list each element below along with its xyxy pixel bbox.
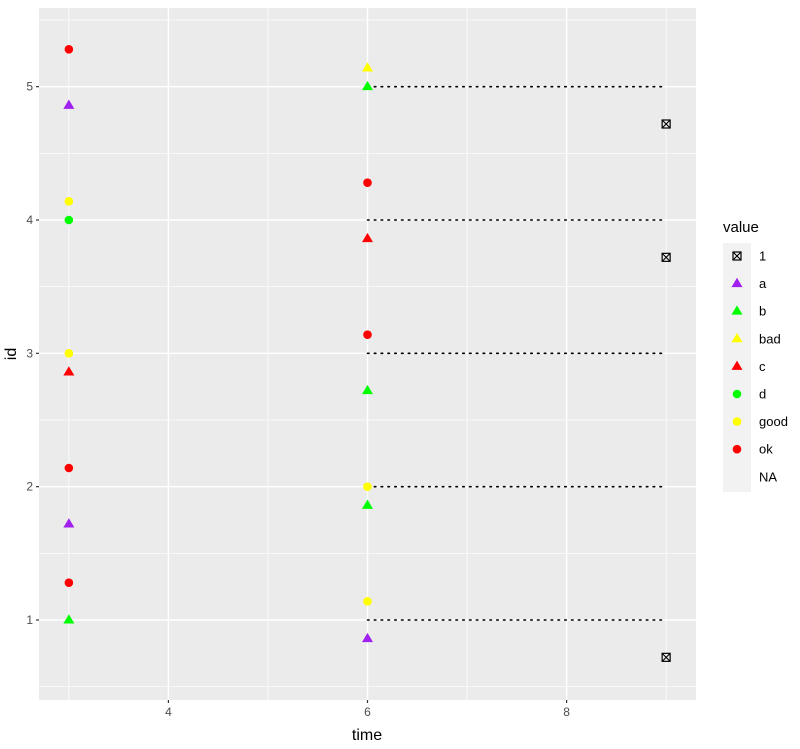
point-1 xyxy=(661,252,671,262)
point-good xyxy=(363,597,372,606)
point-good xyxy=(64,349,74,358)
point-1 xyxy=(661,652,671,662)
square xyxy=(661,252,671,262)
point-a xyxy=(361,632,374,643)
cross xyxy=(661,119,671,129)
legend-label: b xyxy=(759,304,766,319)
y-axis: 1 2 3 4 5 xyxy=(26,80,39,627)
x-axis-title: time xyxy=(352,727,382,744)
point-d xyxy=(64,215,74,225)
legend-label: 1 xyxy=(759,249,766,264)
point-bad xyxy=(361,62,374,72)
x-tick-label: 6 xyxy=(364,705,371,719)
point-ok xyxy=(363,330,372,339)
legend-key-b xyxy=(731,305,743,315)
point-ok xyxy=(64,463,74,473)
point-1 xyxy=(661,119,671,129)
x-axis: 4 6 8 xyxy=(165,700,570,719)
y-tick-label: 2 xyxy=(26,480,33,494)
legend-keys: 1 ab bad cd good ok NA xyxy=(731,249,788,484)
square xyxy=(732,251,742,261)
cross xyxy=(732,251,742,261)
cross xyxy=(661,652,671,662)
dotted-segments xyxy=(366,85,667,621)
legend-label: ok xyxy=(759,442,773,457)
legend-key-good xyxy=(732,417,742,426)
point-b xyxy=(361,499,374,509)
point-ok xyxy=(64,578,74,587)
legend-title: value xyxy=(723,219,759,236)
legend-key-1 xyxy=(732,251,742,261)
y-tick-label: 5 xyxy=(26,80,33,94)
point-b xyxy=(361,384,374,395)
legend-key-a xyxy=(731,277,743,288)
legend-label: NA xyxy=(759,469,777,484)
cross xyxy=(661,252,671,262)
legend: value 1 ab bad cd good ok NA xyxy=(723,219,788,492)
point-c xyxy=(63,366,75,376)
legend-key-d xyxy=(732,389,742,399)
y-axis-title: id xyxy=(3,348,20,360)
point-good xyxy=(363,482,372,491)
legend-key-c xyxy=(731,360,743,370)
point-a xyxy=(63,99,75,109)
legend-key-ok xyxy=(732,444,742,454)
point-good xyxy=(64,197,74,206)
point-a xyxy=(63,518,75,528)
point-ok xyxy=(64,45,74,54)
legend-key-bad xyxy=(731,333,743,343)
point-ok xyxy=(363,178,372,187)
y-tick-label: 1 xyxy=(26,613,33,627)
data-points xyxy=(63,45,671,662)
point-b xyxy=(63,614,75,624)
legend-label: good xyxy=(759,414,788,429)
y-tick-label: 3 xyxy=(26,346,33,360)
x-tick-label: 4 xyxy=(165,705,172,719)
square xyxy=(661,119,671,129)
legend-label: a xyxy=(759,276,767,291)
point-b xyxy=(361,80,374,91)
y-tick-label: 4 xyxy=(26,213,33,227)
legend-label: bad xyxy=(759,331,781,346)
legend-label: d xyxy=(759,387,766,402)
square xyxy=(661,652,671,662)
legend-label: c xyxy=(759,359,766,374)
point-c xyxy=(361,232,374,243)
x-tick-label: 8 xyxy=(563,705,570,719)
